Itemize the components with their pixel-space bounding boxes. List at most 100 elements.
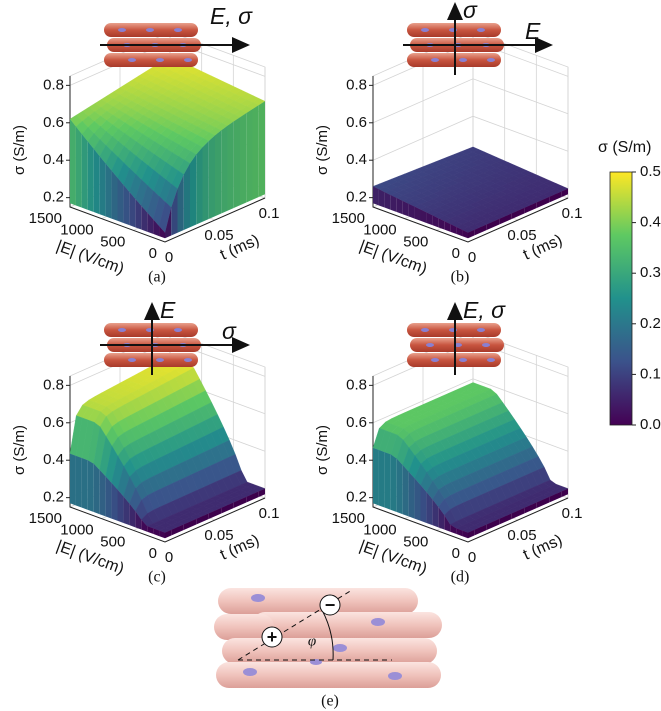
surface-side: [373, 186, 379, 205]
colorbar-tick-label: 0.5: [640, 163, 661, 180]
surface-side: [397, 459, 403, 515]
y-tick-label: 0: [452, 545, 460, 562]
y-tick-label: 0: [452, 245, 460, 262]
y-tick-label: 500: [100, 233, 125, 250]
surface-side: [379, 450, 385, 508]
colorbar-tick-label: 0.1: [640, 365, 661, 382]
surface-side: [106, 476, 112, 518]
surface-side: [118, 178, 124, 223]
surface-side: [70, 119, 76, 205]
z-tick-label: 0.2: [43, 489, 64, 506]
y-tick-label: 1000: [60, 522, 93, 539]
x-tick-label: 0: [165, 549, 173, 566]
y-tick-label: 500: [100, 533, 125, 550]
z-tick-label: 0.8: [43, 76, 64, 93]
z-tick-label: 0.4: [43, 451, 64, 468]
colorbar-tick-label: 0.0: [640, 416, 661, 433]
x-tick-label: 0: [468, 249, 476, 266]
nucleus: [118, 328, 126, 332]
colorbar: [610, 172, 632, 425]
surface-side: [391, 454, 397, 512]
z-tick-label: 0.4: [43, 151, 64, 168]
z-tick-label: 0.6: [43, 114, 64, 131]
z-axis-label: σ (S/m): [314, 125, 331, 175]
x-tick-label: 0.05: [204, 227, 233, 244]
surface-side: [385, 192, 391, 210]
nucleus: [477, 28, 485, 32]
y-tick-label: 1000: [363, 222, 396, 239]
colorbar-tick-label: 0.2: [640, 315, 661, 332]
y-tick-label: 0: [149, 545, 157, 562]
y-tick-label: 1500: [29, 510, 62, 527]
surface-side: [100, 470, 106, 516]
x-tick-label: 0: [468, 549, 476, 566]
nucleus: [174, 328, 182, 332]
surface-side: [82, 134, 88, 210]
nucleus: [421, 28, 429, 32]
nucleus: [146, 28, 154, 32]
surface-side: [259, 101, 265, 197]
panel-label: (b): [451, 269, 470, 286]
x-tick-label: 0.1: [562, 505, 583, 522]
nucleus: [184, 358, 192, 362]
z-tick-label: 0.6: [346, 114, 367, 131]
z-axis-label: σ (S/m): [314, 425, 331, 475]
field-label: E, σ: [210, 3, 253, 29]
field-label: σ: [463, 0, 478, 23]
cell: [104, 53, 198, 67]
z-tick-label: 0.4: [346, 451, 367, 468]
surface-side: [209, 135, 215, 219]
nucleus: [482, 343, 490, 347]
grid-line: [373, 79, 568, 123]
z-axis-label: σ (S/m): [11, 125, 28, 175]
surface-side: [112, 483, 118, 521]
x-tick-label: 0.05: [507, 227, 536, 244]
nucleus: [118, 28, 126, 32]
colorbar-tick-label: 0.3: [640, 264, 661, 281]
surface-side: [76, 456, 82, 508]
nucleus: [184, 58, 192, 62]
surface-side: [203, 141, 209, 222]
surface-side: [190, 155, 196, 228]
z-tick-label: 0.2: [43, 189, 64, 206]
surface-side: [106, 163, 112, 218]
surface-side: [385, 452, 391, 510]
surface-side: [379, 189, 385, 207]
z-tick-label: 0.8: [43, 376, 64, 393]
z-tick-label: 0.4: [346, 151, 367, 168]
nucleus: [431, 58, 439, 62]
surface-side: [82, 458, 88, 510]
figure: − + φ (e) σ (S/m) 0.00.10.20.30.40.50.20…: [0, 0, 661, 711]
z-tick-label: 0.8: [346, 376, 367, 393]
surface-side: [76, 127, 82, 208]
nucleus: [487, 58, 495, 62]
z-tick-label: 0.2: [346, 189, 367, 206]
surface-side: [94, 464, 100, 514]
panel: 0.20.40.60.800.050.1050010001500σ (S/m)|…: [314, 297, 582, 586]
panel-label: (a): [148, 269, 166, 286]
panel-label: (c): [148, 569, 166, 586]
z-tick-label: 0.8: [346, 76, 367, 93]
y-tick-label: 500: [403, 233, 428, 250]
nucleus: [421, 328, 429, 332]
colorbar-title: σ (S/m): [598, 139, 651, 156]
y-tick-label: 1000: [363, 522, 396, 539]
surface-side: [228, 121, 234, 210]
nucleus: [128, 358, 136, 362]
nucleus: [174, 28, 182, 32]
z-tick-label: 0.6: [346, 414, 367, 431]
field-label: E: [160, 297, 176, 323]
y-tick-label: 500: [403, 533, 428, 550]
x-tick-label: 0.1: [562, 205, 583, 222]
x-tick-label: 0: [165, 249, 173, 266]
field-label: E: [525, 18, 541, 44]
nucleus: [477, 328, 485, 332]
z-tick-label: 0.2: [346, 489, 367, 506]
surface-side: [88, 142, 94, 212]
surface-side: [70, 454, 76, 506]
y-tick-label: 1500: [332, 210, 365, 227]
surface-side: [221, 126, 227, 214]
field-label: σ: [222, 318, 237, 344]
surface-side: [94, 149, 100, 214]
